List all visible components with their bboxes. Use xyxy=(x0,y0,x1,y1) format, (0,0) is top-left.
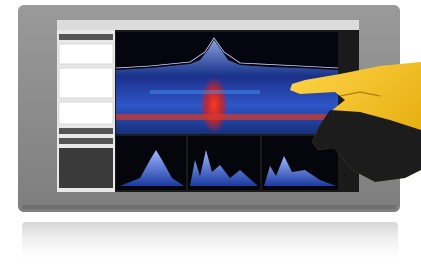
waterfall-band xyxy=(116,114,338,120)
sidebar-header xyxy=(59,34,113,40)
sidebar-panel xyxy=(59,44,113,64)
title-bar xyxy=(57,20,359,30)
waterfall-hotspot xyxy=(200,77,228,133)
product-photo xyxy=(0,0,421,267)
sidebar-header xyxy=(59,138,113,144)
sidebar-header xyxy=(59,128,113,134)
reflection xyxy=(22,222,398,266)
sidebar-panel xyxy=(59,68,113,98)
sidebar-panel xyxy=(59,148,113,188)
sidebar-panel xyxy=(59,102,113,124)
waterfall-band xyxy=(150,90,260,94)
device-edge xyxy=(22,205,396,209)
